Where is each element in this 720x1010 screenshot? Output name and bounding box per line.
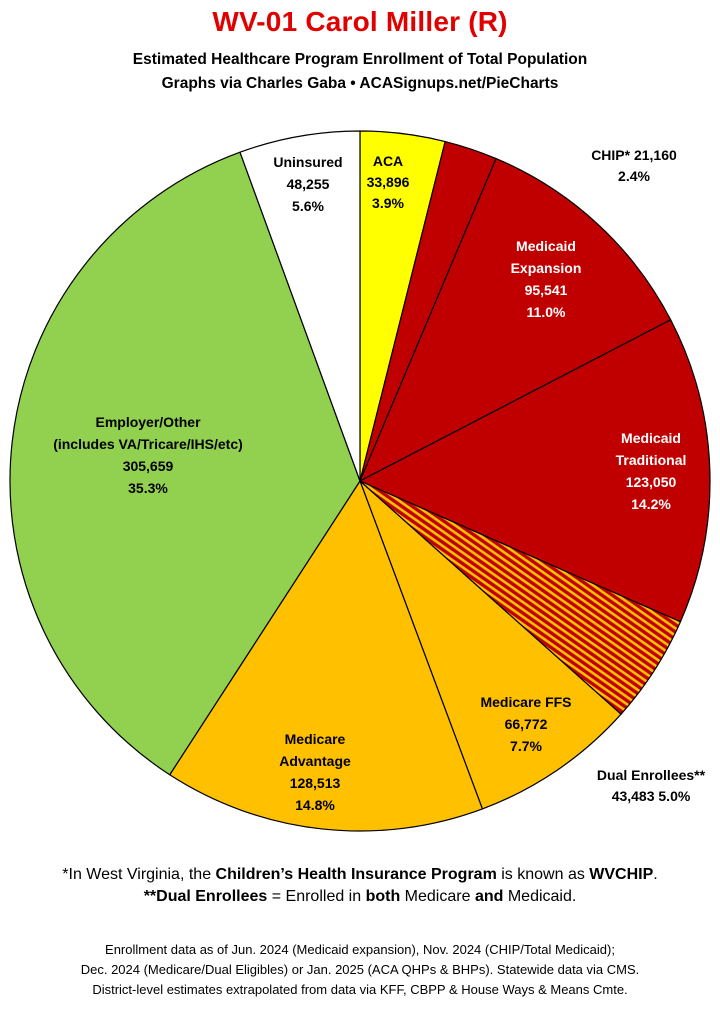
label-medicare-ffs: Medicare FFS 66,772 7.7% [480,694,571,754]
footnote-dual-part2: Medicare [400,888,475,905]
label-medicare-ffs-name: Medicare FFS [480,694,571,710]
chart-subtitle: Estimated Healthcare Program Enrollment … [132,51,588,68]
label-employer-other-value: 305,659 [123,458,174,474]
slice-employer-other [9,151,361,776]
footnote-dual-term: **Dual Enrollees [143,888,268,905]
label-medicare-advantage-value: 128,513 [290,775,341,791]
slice-medicaid-traditional [359,319,711,623]
label-employer-other: Employer/Other (includes VA/Tricare/IHS/… [53,414,243,496]
label-medicare-advantage-name2: Advantage [279,753,351,769]
label-medicare-advantage: Medicare Advantage 128,513 14.8% [279,731,351,813]
footnote-dual: **Dual Enrollees = Enrolled in both Medi… [0,888,720,906]
label-aca: ACA 33,896 3.9% [367,153,410,211]
label-medicaid-expansion-value: 95,541 [525,282,568,298]
footnote-chip-end: . [653,866,658,883]
label-medicaid-expansion: Medicaid Expansion 95,541 11.0% [511,238,582,320]
label-uninsured-value: 48,255 [287,176,330,192]
slice-medicaid-expansion [359,157,672,482]
label-aca-pct: 3.9% [372,195,404,211]
label-dual-enrollees-value-pct: 43,483 5.0% [612,788,691,804]
label-medicaid-traditional-value: 123,050 [626,474,677,490]
label-aca-value: 33,896 [367,174,410,190]
label-medicare-ffs-value: 66,772 [505,716,548,732]
label-employer-other-pct: 35.3% [128,480,168,496]
source-line-1: Enrollment data as of Jun. 2024 (Medicai… [105,942,615,957]
label-chip-pct: 2.4% [618,168,650,184]
label-uninsured-name: Uninsured [273,154,342,170]
pie-slices [9,130,711,832]
label-medicaid-expansion-name1: Medicaid [516,238,576,254]
label-dual-enrollees-name: Dual Enrollees** [597,767,706,783]
label-medicare-advantage-name1: Medicare [285,731,346,747]
footnote-dual-both: both [365,888,401,905]
label-medicare-ffs-pct: 7.7% [510,738,542,754]
label-medicaid-traditional-name2: Traditional [616,452,687,468]
label-uninsured-pct: 5.6% [292,198,324,214]
chart-title: WV-01 Carol Miller (R) [212,6,508,37]
footnote-chip-part1: *In West Virginia, the [62,866,216,883]
footnote-chip-wvchip: WVCHIP [589,866,654,883]
footnote-chip-part2: is known as [496,866,590,883]
source-line-3: District-level estimates extrapolated fr… [92,982,628,997]
label-employer-other-note: (includes VA/Tricare/IHS/etc) [53,436,243,452]
label-medicare-advantage-pct: 14.8% [295,797,335,813]
label-dual-enrollees: Dual Enrollees** 43,483 5.0% [597,767,706,804]
label-medicaid-traditional-name1: Medicaid [621,430,681,446]
footnote-dual-and: and [474,888,504,905]
label-chip-name-value: CHIP* 21,160 [591,147,677,163]
slice-medicare-ffs [359,480,622,810]
label-employer-other-name: Employer/Other [95,414,201,430]
label-aca-name: ACA [373,153,403,169]
label-medicaid-expansion-name2: Expansion [511,260,582,276]
footnote-dual-part1: = Enrolled in [267,888,366,905]
slice-uninsured [239,130,361,482]
label-medicaid-expansion-pct: 11.0% [527,304,566,320]
footnote-chip-program: Children’s Health Insurance Program [215,866,497,883]
chart-credit: Graphs via Charles Gaba • ACASignups.net… [161,75,559,92]
source-line-2: Dec. 2024 (Medicare/Dual Eligibles) or J… [80,962,640,977]
slice-medicare-advantage [169,480,484,832]
pie-chart: ACA 33,896 3.9% CHIP* 21,160 2.4% Medica… [9,130,711,832]
label-medicaid-traditional-pct: 14.2% [631,496,671,512]
label-uninsured: Uninsured 48,255 5.6% [273,154,342,214]
footnote-chip: *In West Virginia, the Children’s Health… [0,866,720,884]
footnote-dual-end: Medicaid. [503,888,577,905]
label-chip: CHIP* 21,160 2.4% [591,147,677,184]
label-medicaid-traditional: Medicaid Traditional 123,050 14.2% [616,430,687,512]
